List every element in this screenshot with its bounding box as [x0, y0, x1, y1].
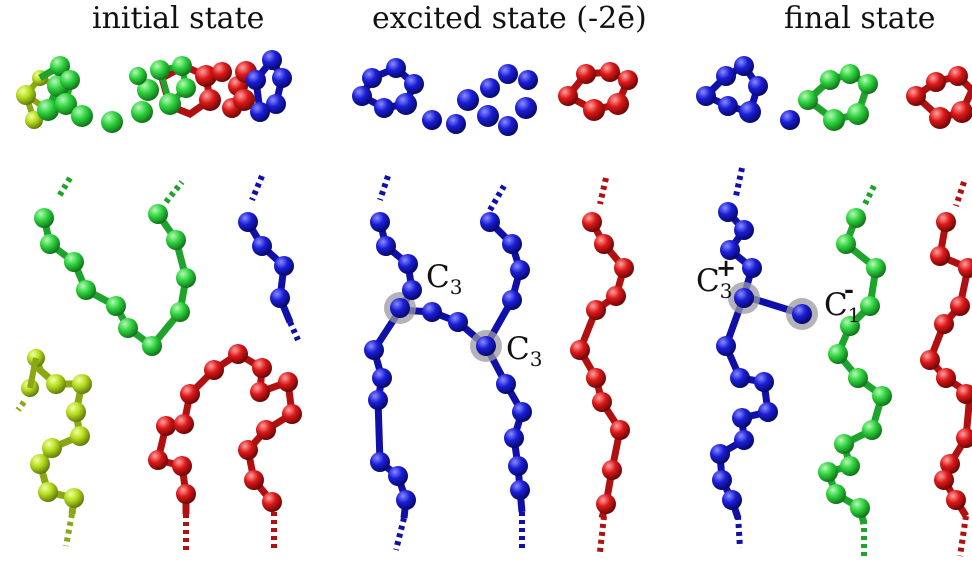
- initial-lime-chain: [15, 349, 92, 547]
- charge-minus: -: [844, 275, 854, 304]
- label-c3-excited-a: C3: [426, 259, 463, 299]
- green-chain-top: [37, 56, 159, 133]
- initial-red-chain: [148, 344, 302, 552]
- final-top-clusters: [696, 56, 972, 131]
- blue-cluster-initial: [246, 50, 292, 122]
- label-c3-excited-b: C3: [506, 331, 543, 371]
- green-overlay-red: [129, 56, 196, 115]
- label-c1-minus: C1 -: [824, 275, 861, 327]
- panel-title-excited: excited state (-2ē): [372, 1, 647, 36]
- final-blue-chain: [710, 167, 818, 549]
- excited-blue-chains: [364, 175, 532, 551]
- excited-top-cluster: [352, 58, 538, 136]
- initial-blue-chain: [238, 174, 301, 342]
- excited-red-chain: [570, 177, 634, 553]
- excited-red-cluster: [558, 62, 638, 121]
- initial-top-cluster: [16, 50, 292, 133]
- label-c3-plus: C3 +: [696, 253, 737, 303]
- final-red-chain: [920, 181, 972, 557]
- initial-green-chain-1: [34, 176, 196, 356]
- final-green-chain: [818, 184, 892, 556]
- panel-title-initial: initial state: [92, 1, 265, 36]
- charge-plus: +: [716, 253, 737, 282]
- panel-title-final: final state: [784, 1, 936, 36]
